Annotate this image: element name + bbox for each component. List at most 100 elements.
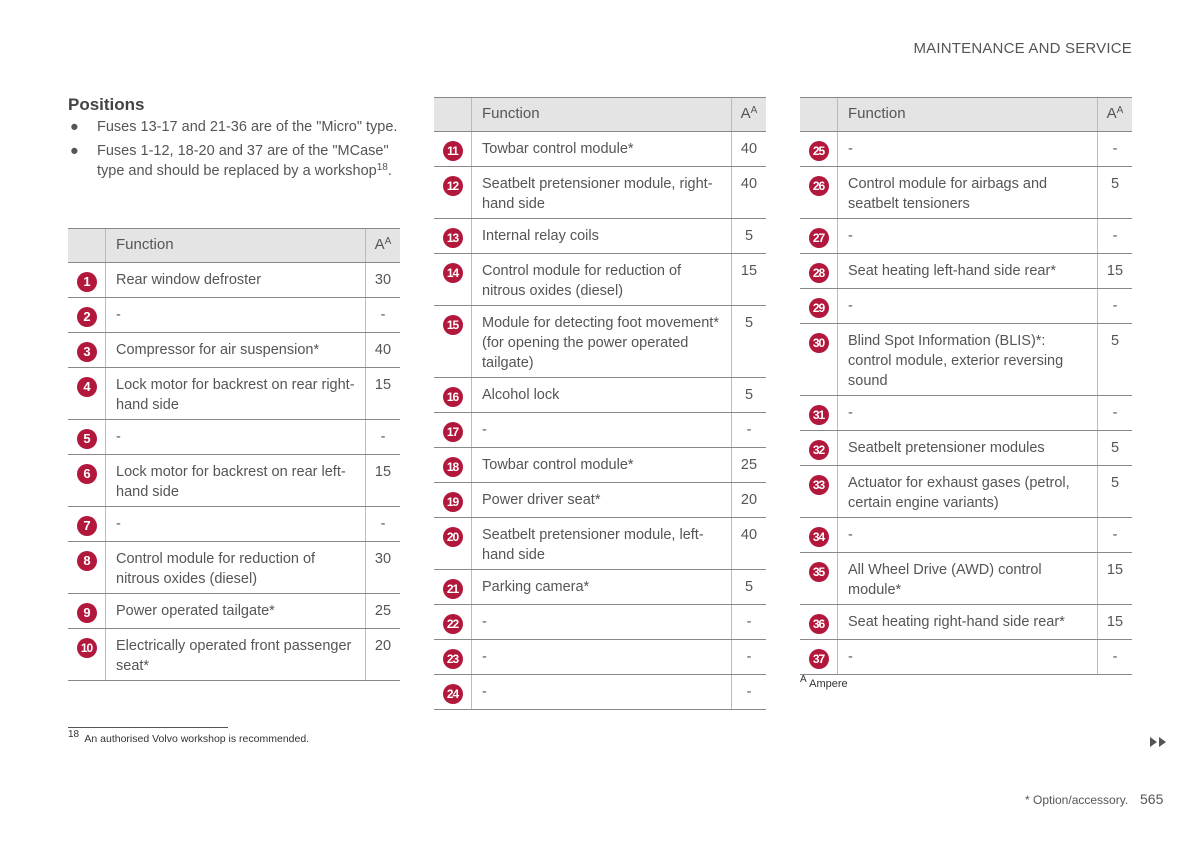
- amps-cell: 5: [731, 219, 766, 253]
- fuse-number: 8: [76, 551, 97, 571]
- fuse-number: 14: [442, 263, 463, 283]
- function-cell: -: [471, 413, 731, 447]
- function-cell: -: [837, 219, 1097, 253]
- fuse-number: 32: [808, 440, 829, 460]
- amps-cell: 25: [731, 448, 766, 482]
- amps-note: A: [1116, 105, 1124, 116]
- table-row: 10 Electrically operated front passen­ger…: [68, 628, 400, 680]
- amps-cell: 15: [365, 368, 400, 419]
- number-cell: 11: [434, 132, 471, 166]
- number-cell: 17: [434, 413, 471, 447]
- function-cell: Rear window defroster: [105, 263, 365, 297]
- table-row: 1 Rear window defroster 30: [68, 262, 400, 297]
- amps-label: A: [374, 236, 385, 253]
- table-row: 13 Internal relay coils 5: [434, 218, 766, 253]
- number-cell: 6: [68, 455, 105, 506]
- fuse-number: 28: [808, 263, 829, 283]
- function-cell: Seat heating left-hand side rear*: [837, 254, 1097, 288]
- table-row: 25- -: [800, 131, 1132, 166]
- table-row: 12 Seatbelt pretensioner module, right-ha…: [434, 166, 766, 218]
- header-function: Function: [837, 98, 1097, 131]
- function-cell: Towbar control module*: [471, 132, 731, 166]
- function-cell: -: [105, 298, 365, 332]
- table-row: 9 Power operated tailgate* 25: [68, 593, 400, 628]
- fuse-number: 12: [442, 176, 463, 196]
- amps-cell: -: [731, 413, 766, 447]
- table-row: 23- -: [434, 639, 766, 674]
- function-cell: -: [471, 675, 731, 709]
- header-amps: AA: [1097, 98, 1132, 131]
- table-row: 26 Control module for airbags and seatbel…: [800, 166, 1132, 218]
- amps-cell: 15: [1097, 254, 1132, 288]
- amps-cell: -: [731, 675, 766, 709]
- amps-cell: 25: [365, 594, 400, 628]
- function-cell: Parking camera*: [471, 570, 731, 604]
- amps-cell: 15: [1097, 553, 1132, 604]
- fuse-number: 27: [808, 228, 829, 248]
- number-cell: 8: [68, 542, 105, 593]
- table-row: 33 Actuator for exhaust gases (petrol, ce…: [800, 465, 1132, 517]
- fuse-number: 18: [442, 457, 463, 477]
- function-cell: -: [105, 420, 365, 454]
- table-row: 20 Seatbelt pretensioner module, left-han…: [434, 517, 766, 569]
- continue-arrows: [1150, 737, 1166, 747]
- fuse-number: 34: [808, 527, 829, 547]
- fuse-number: 33: [808, 475, 829, 495]
- fuse-number: 31: [808, 405, 829, 425]
- fuse-number: 10: [76, 638, 97, 658]
- function-cell: -: [837, 289, 1097, 323]
- amps-cell: 5: [1097, 431, 1132, 465]
- function-cell: Towbar control module*: [471, 448, 731, 482]
- amps-cell: 20: [731, 483, 766, 517]
- fuse-number: 22: [442, 614, 463, 634]
- fuse-number: 24: [442, 684, 463, 704]
- fuse-number: 29: [808, 298, 829, 318]
- amps-note: A: [750, 105, 758, 116]
- footnote-number: 18: [68, 729, 80, 740]
- amps-cell: 30: [365, 263, 400, 297]
- footnote-rule: [68, 727, 228, 728]
- amps-cell: 15: [731, 254, 766, 305]
- function-cell: Seatbelt pretensioner module, left-hand …: [471, 518, 731, 569]
- table-note: A Ampere: [800, 675, 848, 691]
- fuse-number: 36: [808, 614, 829, 634]
- fuse-number: 15: [442, 315, 463, 335]
- amps-cell: 5: [1097, 167, 1132, 218]
- amps-cell: -: [1097, 219, 1132, 253]
- function-cell: -: [471, 640, 731, 674]
- table-row: 34- -: [800, 517, 1132, 552]
- fuse-number: 21: [442, 579, 463, 599]
- function-cell: Power driver seat*: [471, 483, 731, 517]
- table-row: 28 Seat heating left-hand side rear* 15: [800, 253, 1132, 288]
- function-cell: -: [105, 507, 365, 541]
- amps-cell: -: [731, 640, 766, 674]
- function-cell: -: [837, 640, 1097, 674]
- amps-cell: 40: [731, 132, 766, 166]
- amps-cell: 5: [731, 570, 766, 604]
- number-cell: 19: [434, 483, 471, 517]
- amps-cell: -: [1097, 396, 1132, 430]
- fuse-number: 23: [442, 649, 463, 669]
- table-row: 5--: [68, 419, 400, 454]
- number-cell: 28: [800, 254, 837, 288]
- function-cell: Seatbelt pretensioner modules: [837, 431, 1097, 465]
- number-cell: 33: [800, 466, 837, 517]
- amps-cell: 15: [365, 455, 400, 506]
- number-cell: 7: [68, 507, 105, 541]
- amps-cell: 30: [365, 542, 400, 593]
- number-cell: 18: [434, 448, 471, 482]
- amps-cell: 5: [731, 378, 766, 412]
- table-row: 3 Compressor for air suspension* 40: [68, 332, 400, 367]
- number-cell: 23: [434, 640, 471, 674]
- number-cell: 29: [800, 289, 837, 323]
- number-cell: 26: [800, 167, 837, 218]
- fuse-number: 2: [76, 307, 97, 327]
- function-cell: -: [471, 605, 731, 639]
- table-header: Function AA: [434, 97, 766, 131]
- amps-cell: -: [365, 420, 400, 454]
- positions-title: Positions: [68, 95, 145, 114]
- number-cell: 2: [68, 298, 105, 332]
- amps-label: A: [1106, 105, 1117, 122]
- fuse-number: 3: [76, 342, 97, 362]
- header-amps: AA: [731, 98, 766, 131]
